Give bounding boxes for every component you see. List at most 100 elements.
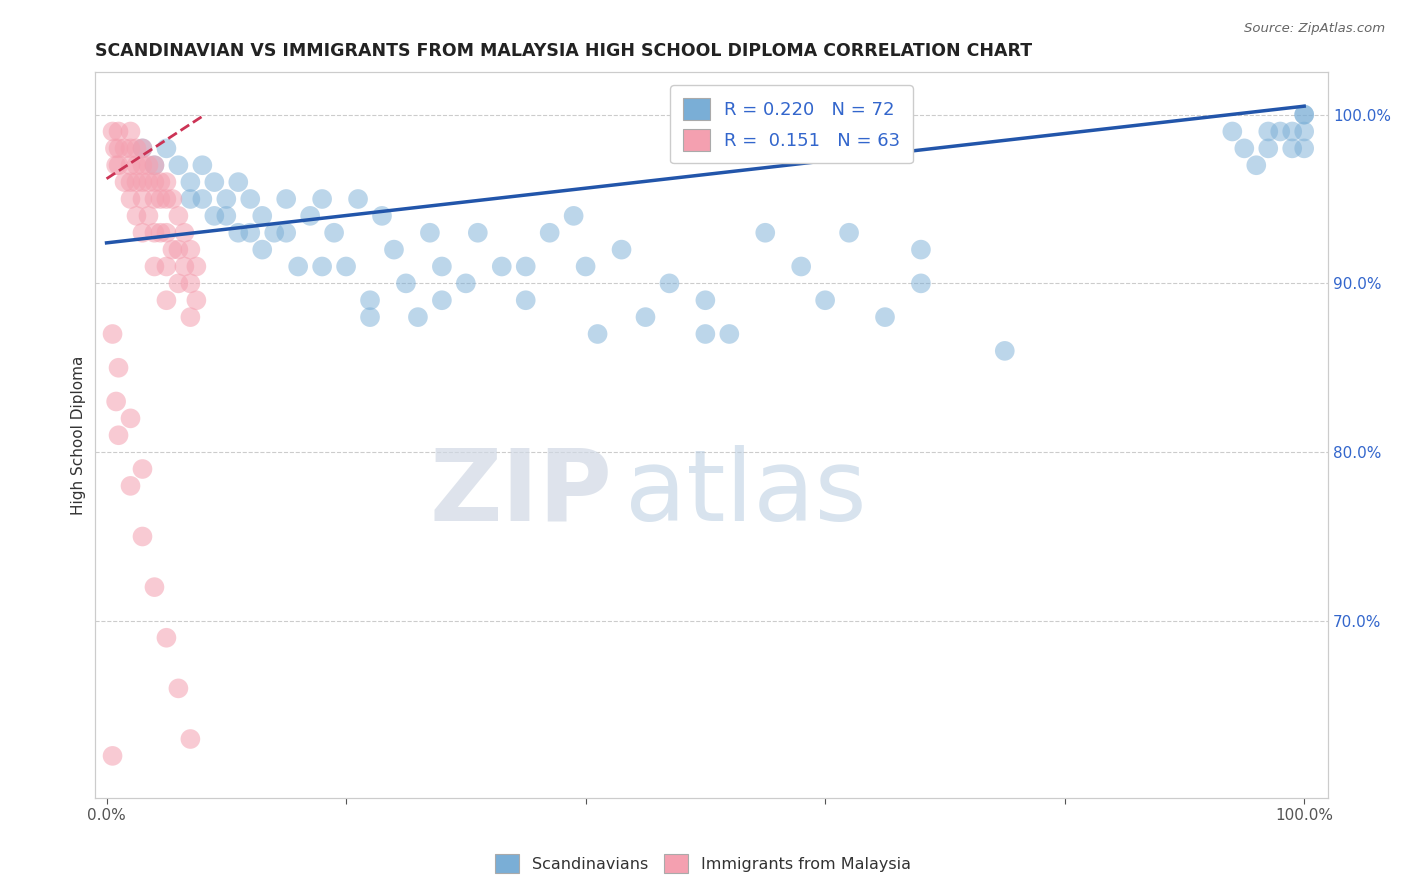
Point [910,243,932,257]
Point [131,226,153,240]
Point [754,226,776,240]
Point [149,226,172,240]
Point [143,580,166,594]
Point [101,326,124,341]
Point [202,175,225,189]
Point [1270,124,1292,138]
Point [658,277,681,291]
Point [125,209,148,223]
Point [186,260,208,274]
Point [287,260,309,274]
Point [143,192,166,206]
Point [131,529,153,543]
Y-axis label: High School Diploma: High School Diploma [72,356,86,515]
Point [167,158,190,172]
Point [155,631,177,645]
Point [215,192,238,206]
Point [179,192,201,206]
Point [179,731,201,746]
Point [718,326,741,341]
Point [515,260,537,274]
Point [120,411,142,425]
Point [226,226,249,240]
Point [311,192,333,206]
Point [143,158,166,172]
Point [155,260,177,274]
Point [167,243,190,257]
Point [114,175,136,189]
Point [149,192,172,206]
Point [1233,141,1256,155]
Point [695,326,717,341]
Point [335,260,357,274]
Text: Source: ZipAtlas.com: Source: ZipAtlas.com [1244,22,1385,36]
Point [155,175,177,189]
Point [125,158,148,172]
Point [120,141,142,155]
Point [575,260,598,274]
Point [994,343,1017,358]
Point [179,277,201,291]
Point [120,175,142,189]
Point [299,209,322,223]
Point [155,226,177,240]
Point [586,326,609,341]
Point [634,310,657,325]
Point [101,748,124,763]
Point [107,428,129,442]
Point [1294,141,1316,155]
Point [323,226,346,240]
Point [120,158,142,172]
Point [1220,124,1243,138]
Point [252,209,274,223]
Legend: R = 0.220   N = 72, R =  0.151   N = 63: R = 0.220 N = 72, R = 0.151 N = 63 [671,85,912,163]
Point [538,226,561,240]
Legend: Scandinavians, Immigrants from Malaysia: Scandinavians, Immigrants from Malaysia [489,847,917,880]
Point [131,462,153,476]
Point [131,158,153,172]
Point [167,681,190,696]
Point [173,260,195,274]
Point [359,310,381,325]
Point [873,310,896,325]
Point [143,260,166,274]
Point [263,226,285,240]
Point [138,158,160,172]
Point [131,141,153,155]
Point [179,175,201,189]
Point [371,209,394,223]
Point [1257,124,1279,138]
Point [239,192,262,206]
Point [179,243,201,257]
Point [406,310,429,325]
Point [1281,141,1303,155]
Point [191,192,214,206]
Text: SCANDINAVIAN VS IMMIGRANTS FROM MALAYSIA HIGH SCHOOL DIPLOMA CORRELATION CHART: SCANDINAVIAN VS IMMIGRANTS FROM MALAYSIA… [94,42,1032,60]
Point [382,243,405,257]
Point [226,175,249,189]
Point [131,141,153,155]
Point [138,175,160,189]
Point [162,192,184,206]
Point [101,124,124,138]
Point [838,226,860,240]
Point [562,209,585,223]
Point [143,158,166,172]
Point [104,141,127,155]
Point [467,226,489,240]
Point [610,243,633,257]
Point [167,209,190,223]
Point [1257,141,1279,155]
Point [790,260,813,274]
Point [239,226,262,240]
Point [1281,124,1303,138]
Point [430,260,453,274]
Point [131,175,153,189]
Point [162,243,184,257]
Point [430,293,453,308]
Point [491,260,513,274]
Point [910,277,932,291]
Point [155,293,177,308]
Point [419,226,441,240]
Point [191,158,214,172]
